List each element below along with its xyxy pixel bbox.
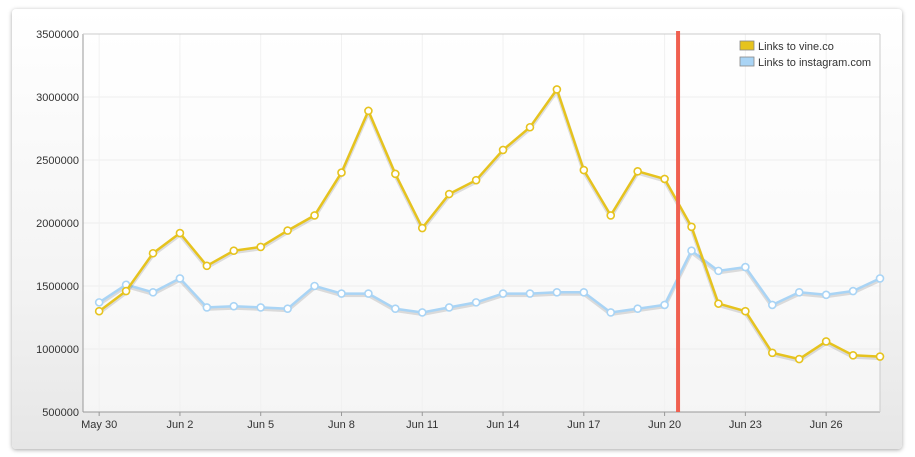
data-point[interactable]: [175, 228, 185, 238]
y-tick-label: 2500000: [36, 155, 79, 167]
data-point[interactable]: [660, 300, 669, 310]
data-point[interactable]: [552, 287, 562, 297]
data-point[interactable]: [229, 301, 239, 311]
y-tick-label: 1500000: [36, 281, 79, 293]
data-point[interactable]: [121, 286, 131, 296]
data-point[interactable]: [444, 189, 454, 199]
y-tick-label: 3000000: [36, 92, 79, 104]
data-point[interactable]: [310, 281, 319, 291]
y-tick-label: 500000: [42, 407, 79, 419]
data-point[interactable]: [471, 175, 481, 185]
x-tick-label: Jun 8: [328, 419, 355, 431]
data-point[interactable]: [94, 306, 104, 316]
data-point[interactable]: [606, 308, 616, 317]
x-tick-label: Jun 20: [648, 419, 681, 431]
plot-area: [83, 34, 880, 412]
data-point[interactable]: [471, 298, 481, 307]
data-point[interactable]: [687, 222, 696, 232]
chart-panel: 500000 1000000 1500000 2000000 2500000 300000…: [12, 9, 902, 449]
data-point[interactable]: [498, 289, 508, 298]
y-tick-label: 1000000: [36, 344, 79, 356]
data-point[interactable]: [256, 303, 266, 312]
x-tick-label: Jun 26: [810, 419, 843, 431]
series-line: [98, 88, 881, 361]
data-point[interactable]: [417, 308, 427, 317]
data-point[interactable]: [391, 169, 400, 179]
x-tick-label: Jun 11: [406, 419, 438, 431]
legend-swatch: [739, 56, 755, 67]
legend: Links to vine.co Links to instagram.com: [739, 40, 871, 69]
data-point[interactable]: [875, 274, 885, 283]
data-point[interactable]: [337, 289, 346, 298]
data-point[interactable]: [848, 286, 858, 296]
data-point[interactable]: [391, 304, 400, 313]
data-point[interactable]: [417, 223, 427, 233]
data-point[interactable]: [579, 165, 589, 175]
x-tick-label: Jun 23: [729, 419, 762, 431]
data-point[interactable]: [552, 85, 562, 94]
data-point[interactable]: [794, 354, 804, 364]
data-point[interactable]: [444, 303, 454, 312]
data-point[interactable]: [148, 287, 158, 297]
data-point[interactable]: [660, 174, 669, 184]
data-point[interactable]: [498, 145, 508, 155]
x-tick-label: Jun 17: [567, 419, 600, 431]
data-point[interactable]: [310, 211, 319, 220]
data-point[interactable]: [256, 242, 266, 252]
data-point[interactable]: [714, 266, 723, 276]
x-tick-label: Jun 5: [247, 419, 274, 431]
y-tick-label: 2000000: [36, 218, 79, 230]
data-point[interactable]: [175, 274, 185, 283]
x-tick-label: Jun 14: [487, 419, 520, 431]
line-chart: 500000 1000000 1500000 2000000 2500000 300000…: [36, 29, 885, 431]
data-point[interactable]: [875, 352, 885, 361]
series-vine: [94, 85, 885, 364]
data-point[interactable]: [606, 211, 616, 220]
data-point[interactable]: [364, 289, 373, 298]
legend-swatch: [739, 40, 755, 51]
series-line: [98, 249, 881, 314]
data-point[interactable]: [821, 290, 831, 300]
data-point[interactable]: [364, 106, 373, 116]
data-point[interactable]: [202, 261, 212, 271]
data-point[interactable]: [821, 337, 831, 346]
data-point[interactable]: [94, 298, 104, 307]
data-point[interactable]: [579, 287, 589, 297]
data-point[interactable]: [337, 168, 346, 177]
data-point[interactable]: [525, 289, 535, 298]
data-point[interactable]: [633, 304, 642, 313]
data-point[interactable]: [794, 287, 804, 297]
series-instagram: [94, 246, 885, 317]
legend-label[interactable]: Links to instagram.com: [758, 57, 871, 69]
data-point[interactable]: [741, 306, 750, 316]
x-tick-label: Jun 2: [166, 419, 193, 431]
data-point[interactable]: [283, 226, 292, 235]
x-tick-label: May 30: [81, 419, 117, 431]
series-group: [94, 85, 885, 364]
legend-label[interactable]: Links to vine.co: [758, 41, 834, 53]
data-point[interactable]: [714, 299, 723, 308]
data-point[interactable]: [202, 303, 212, 312]
data-point[interactable]: [687, 246, 696, 256]
data-point[interactable]: [741, 262, 750, 272]
plot-frame: [82, 33, 881, 413]
data-point[interactable]: [633, 167, 642, 176]
data-point[interactable]: [283, 304, 292, 313]
data-point[interactable]: [525, 122, 535, 132]
data-point[interactable]: [767, 348, 777, 358]
data-point[interactable]: [767, 300, 777, 310]
x-axis: May 30 Jun 2 Jun 5 Jun 8 Jun 11 Jun 14 Jun 17 J…: [81, 412, 843, 431]
y-tick-label: 3500000: [36, 29, 79, 41]
y-axis: 500000 1000000 1500000 2000000 2500000 300000…: [36, 29, 79, 419]
data-point[interactable]: [229, 246, 239, 256]
data-point[interactable]: [848, 350, 858, 360]
data-point[interactable]: [148, 248, 158, 258]
